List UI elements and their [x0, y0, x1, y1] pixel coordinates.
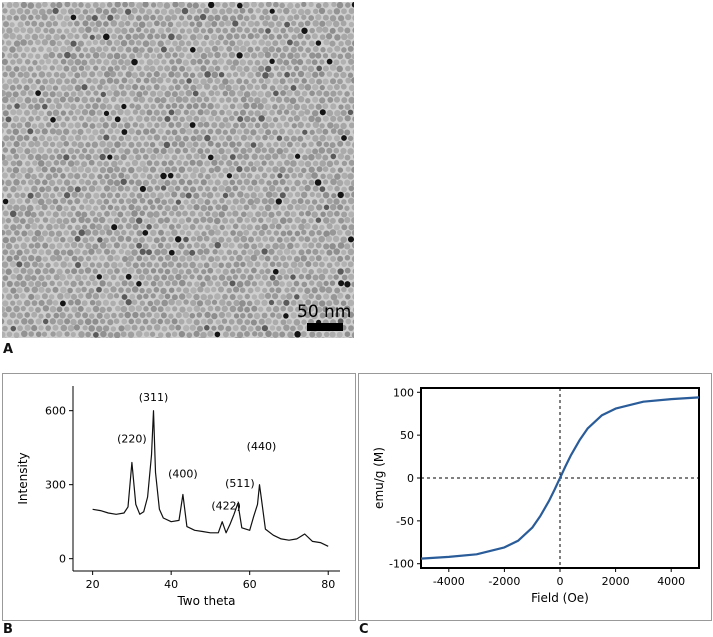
- peak-annotation: (511): [225, 477, 255, 490]
- x-tick-label: 0: [557, 575, 564, 588]
- panel-label-c: C: [359, 622, 369, 637]
- y-tick-label: 50: [400, 429, 414, 442]
- x-tick-label: 40: [164, 578, 178, 591]
- y-tick-label: 0: [407, 472, 414, 485]
- magnetization-panel: -4000 -2000 0 2000 4000 -100 -50 0 50 100 Field (O…: [358, 373, 712, 621]
- x-tick-label: 60: [243, 578, 257, 591]
- peak-annotation: (400): [168, 467, 198, 480]
- y-tick-label: 100: [393, 386, 414, 399]
- scale-bar: [307, 323, 343, 331]
- x-tick-label: -2000: [488, 575, 520, 588]
- y-tick-label: 300: [45, 479, 66, 492]
- peak-annotation: (440): [247, 440, 277, 453]
- x-tick-label: 80: [321, 578, 335, 591]
- y-axis-label: Intensity: [16, 452, 30, 504]
- x-axis-label: Field (Oe): [531, 591, 589, 605]
- x-tick-label: -4000: [433, 575, 465, 588]
- peak-annotation: (311): [139, 391, 169, 404]
- magnetization-chart: -4000 -2000 0 2000 4000 -100 -50 0 50 100 Field (O…: [359, 374, 711, 620]
- y-axis-label: emu/g (M): [372, 447, 386, 509]
- x-tick-label: 2000: [602, 575, 630, 588]
- y-tick-label: 0: [59, 553, 66, 566]
- xrd-chart: 20 40 60 80 0 300 600 Two theta Intensity (220) (3…: [3, 374, 355, 620]
- tem-micrograph: [2, 2, 354, 338]
- y-tick-label: -100: [389, 558, 414, 571]
- peak-annotation: (220): [117, 433, 147, 446]
- peak-annotation: (422): [211, 499, 241, 512]
- y-tick-label: -50: [396, 515, 414, 528]
- panel-label-b: B: [3, 622, 13, 637]
- x-tick-label: 20: [86, 578, 100, 591]
- y-tick-label: 600: [45, 405, 66, 418]
- xrd-panel: 20 40 60 80 0 300 600 Two theta Intensity (220) (3…: [2, 373, 356, 621]
- scale-bar-label: 50 nm: [297, 302, 351, 322]
- panel-label-a: A: [3, 342, 13, 357]
- x-axis-label: Two theta: [176, 594, 235, 608]
- nanoparticle-field: [2, 2, 354, 338]
- x-tick-label: 4000: [657, 575, 685, 588]
- data-series-line: [93, 411, 329, 547]
